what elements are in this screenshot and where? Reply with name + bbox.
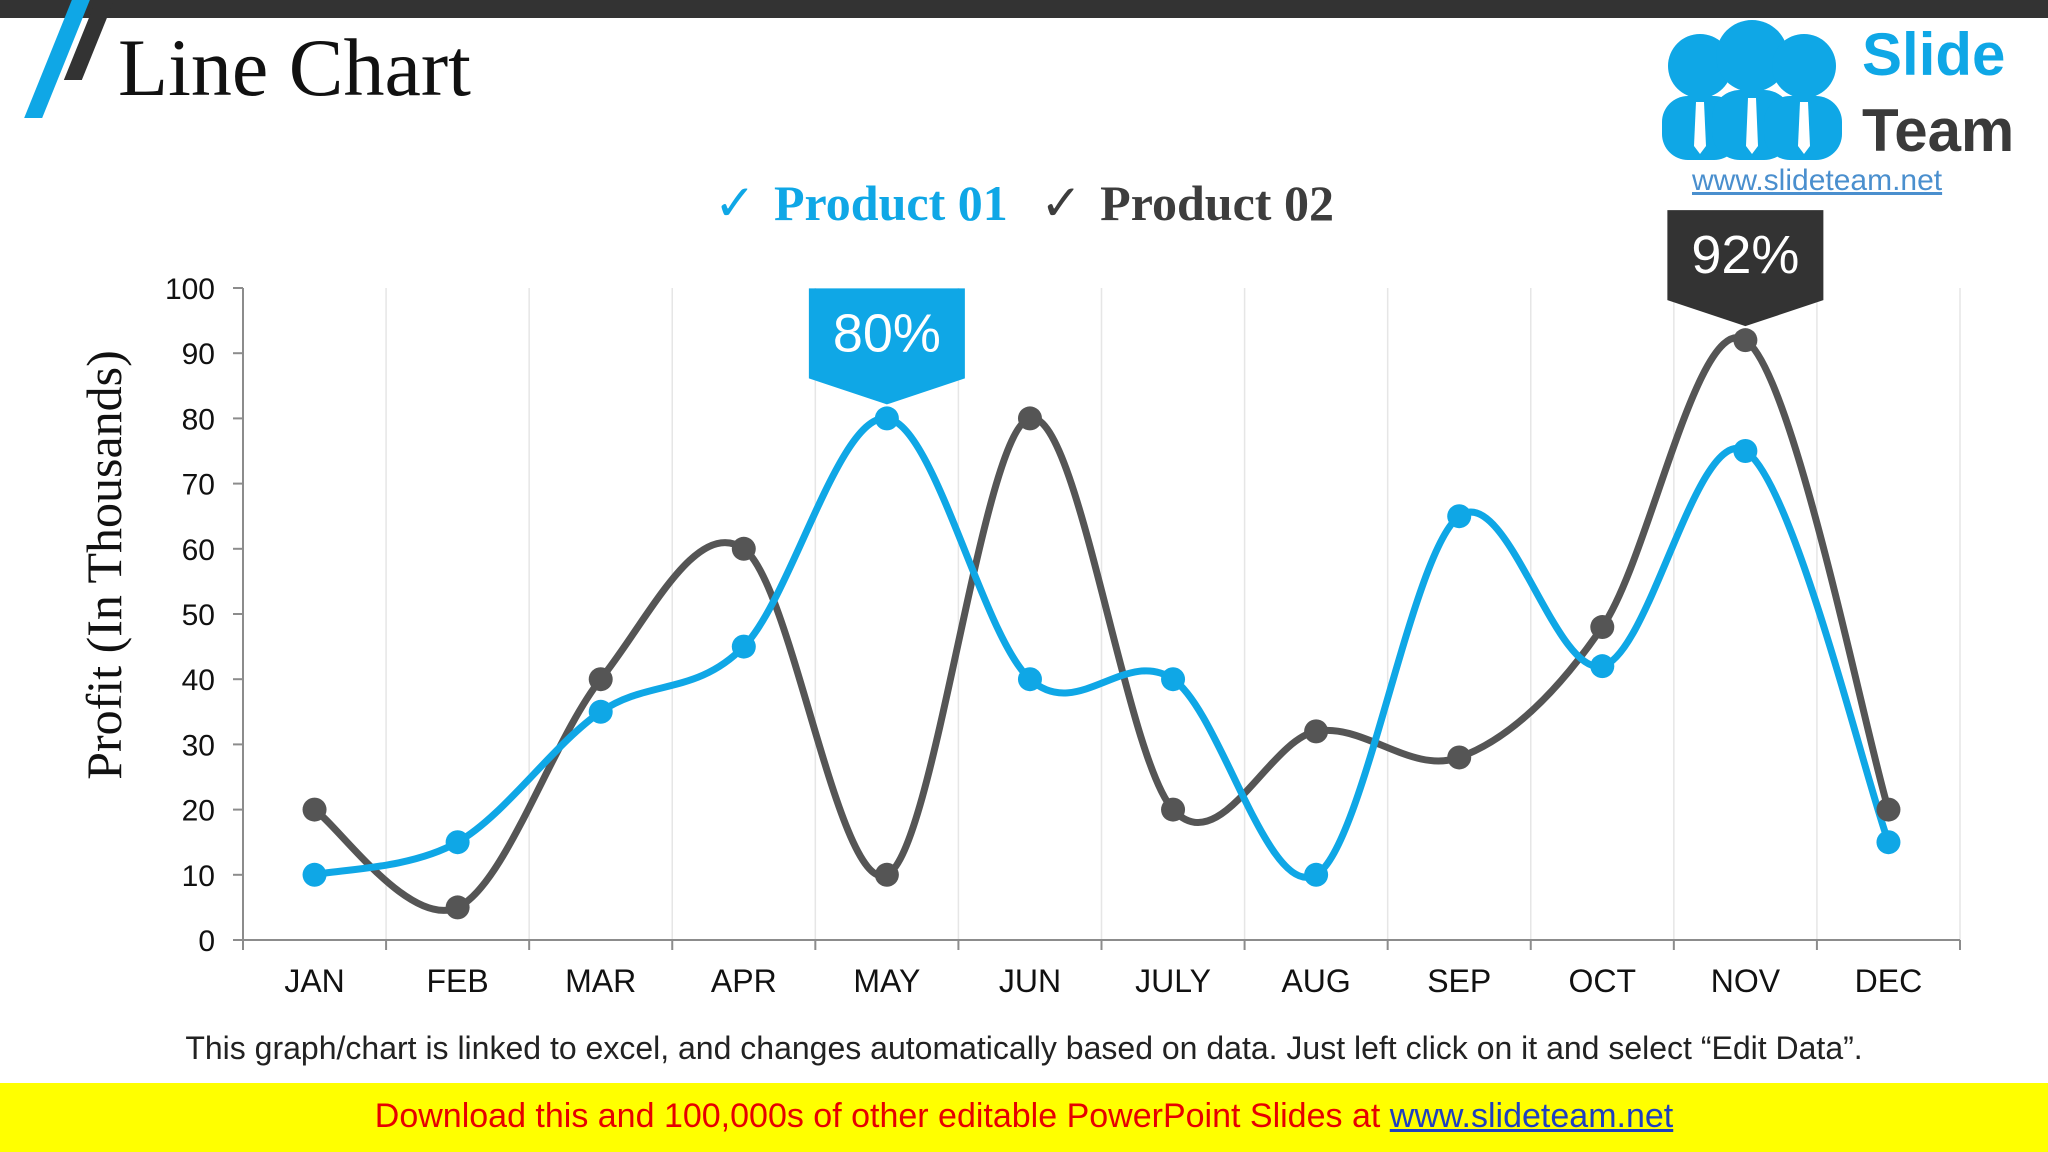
data-point-series-2 bbox=[1017, 406, 1042, 431]
footer-text: Download this and 100,000s of other edit… bbox=[374, 1097, 1390, 1135]
x-tick-label: AUG bbox=[1281, 963, 1350, 999]
data-point-series-1 bbox=[1733, 439, 1758, 463]
callout-label: 92% bbox=[1691, 225, 1799, 285]
y-tick-label: 90 bbox=[182, 338, 215, 371]
data-point-series-1 bbox=[1017, 667, 1042, 692]
x-tick-label: MAY bbox=[853, 963, 920, 999]
y-tick-label: 10 bbox=[182, 860, 215, 893]
x-tick-label: DEC bbox=[1855, 963, 1923, 999]
y-tick-label: 40 bbox=[182, 664, 215, 697]
legend-check-icon: ✓ bbox=[714, 175, 756, 231]
data-point-series-1 bbox=[731, 634, 756, 659]
footer-link[interactable]: www.slideteam.net bbox=[1389, 1097, 1674, 1135]
data-point-series-2 bbox=[1161, 797, 1186, 822]
x-tick-label: OCT bbox=[1569, 963, 1637, 999]
legend-item-product-01[interactable]: ✓ Product 01 bbox=[714, 174, 1008, 232]
data-point-series-2 bbox=[1447, 745, 1472, 770]
data-point-series-2 bbox=[588, 667, 613, 692]
y-tick-label: 50 bbox=[182, 599, 215, 632]
x-tick-label: JAN bbox=[284, 963, 344, 999]
data-point-series-1 bbox=[1590, 654, 1615, 679]
top-bar bbox=[0, 0, 2048, 18]
y-tick-label: 60 bbox=[182, 534, 215, 567]
callout-badge bbox=[808, 288, 965, 405]
y-tick-label: 0 bbox=[198, 925, 215, 958]
data-point-series-2 bbox=[1876, 797, 1901, 822]
data-point-series-2 bbox=[1304, 719, 1329, 744]
line-chart[interactable]: 0 10 20 30 40 50 60 70 80 90 100 JAN FEB MAR APR MAY JUN… bbox=[0, 0, 2048, 1030]
x-tick-label: MAR bbox=[565, 963, 636, 999]
slideteam-logo[interactable]: Slide Team www.slideteam.net bbox=[1640, 18, 2048, 197]
x-tick-label: JUN bbox=[999, 963, 1061, 999]
y-tick-label: 100 bbox=[165, 273, 215, 306]
chart-note: This graph/chart is linked to excel, and… bbox=[185, 1030, 1863, 1066]
callout-badge bbox=[1667, 210, 1824, 327]
data-point-series-1 bbox=[1876, 830, 1901, 855]
y-tick-label: 80 bbox=[182, 403, 215, 436]
x-tick-label: SEP bbox=[1427, 963, 1491, 999]
data-point-series-2 bbox=[445, 895, 470, 920]
data-point-series-1 bbox=[1161, 667, 1186, 692]
data-point-series-2 bbox=[1590, 615, 1615, 640]
legend-label: Product 01 bbox=[773, 175, 1008, 231]
x-tick-label: APR bbox=[711, 963, 777, 999]
logo-team-word: Team bbox=[1862, 97, 2015, 164]
download-banner: Download this and 100,000s of other edit… bbox=[0, 1083, 2048, 1152]
x-tick-label: JULY bbox=[1135, 963, 1211, 999]
data-point-series-1 bbox=[445, 830, 470, 855]
data-point-series-2 bbox=[1733, 328, 1758, 353]
data-point-series-2 bbox=[731, 536, 756, 561]
y-tick-label: 30 bbox=[182, 729, 215, 762]
x-tick-label: NOV bbox=[1711, 963, 1781, 999]
y-tick-label: 70 bbox=[182, 469, 215, 502]
data-point-series-1 bbox=[1447, 504, 1472, 529]
data-point-series-1 bbox=[874, 406, 899, 431]
data-point-series-1 bbox=[1304, 862, 1329, 887]
legend-item-product-02[interactable]: ✓ Product 02 bbox=[1040, 174, 1334, 232]
legend-check-icon: ✓ bbox=[1040, 175, 1083, 231]
y-tick-label: 20 bbox=[182, 795, 215, 828]
data-point-series-1 bbox=[588, 699, 613, 724]
logo-slide-word: Slide bbox=[1862, 21, 2006, 88]
data-point-series-2 bbox=[302, 797, 327, 822]
legend-label: Product 02 bbox=[1100, 175, 1334, 231]
chart-legend: ✓ Product 01 ✓ Product 02 bbox=[0, 174, 2048, 232]
logo-url-link[interactable]: www.slideteam.net bbox=[1692, 164, 1943, 197]
slide-title: Line Chart bbox=[118, 22, 471, 113]
data-point-series-1 bbox=[302, 862, 327, 887]
x-tick-label: FEB bbox=[427, 963, 489, 999]
data-point-series-2 bbox=[874, 862, 899, 887]
callout-label: 80% bbox=[833, 303, 941, 363]
people-logo-icon bbox=[1662, 20, 1842, 160]
